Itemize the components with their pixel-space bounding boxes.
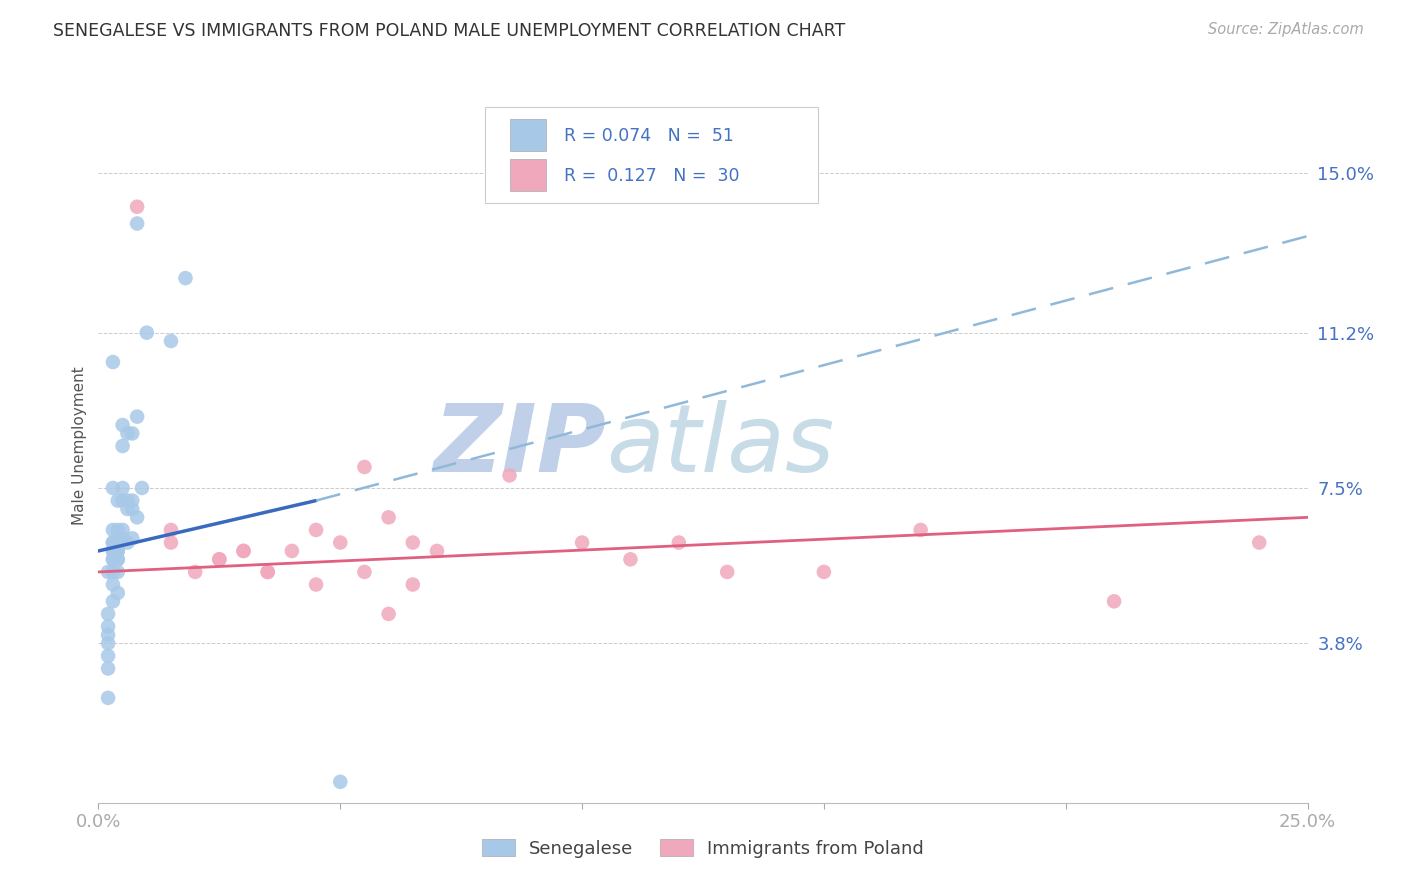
Point xyxy=(121,502,143,516)
Point xyxy=(117,502,139,516)
Point xyxy=(1102,594,1125,608)
Point xyxy=(305,523,328,537)
Point xyxy=(111,481,134,495)
Point xyxy=(127,409,149,424)
Point xyxy=(135,326,157,340)
Point xyxy=(121,493,143,508)
Point xyxy=(160,523,183,537)
Point xyxy=(101,355,124,369)
Point xyxy=(498,468,520,483)
Point xyxy=(1249,535,1271,549)
Point xyxy=(107,544,129,558)
Point xyxy=(111,439,134,453)
Point xyxy=(353,565,375,579)
Point xyxy=(121,426,143,441)
Point xyxy=(377,607,399,621)
Point xyxy=(377,510,399,524)
Y-axis label: Male Unemployment: Male Unemployment xyxy=(72,367,87,525)
Point xyxy=(111,523,134,537)
Point xyxy=(101,552,124,566)
Point xyxy=(668,535,690,549)
Point xyxy=(127,510,149,524)
Point xyxy=(101,544,124,558)
Point xyxy=(107,523,129,537)
Point xyxy=(426,544,449,558)
Text: Source: ZipAtlas.com: Source: ZipAtlas.com xyxy=(1208,22,1364,37)
Point xyxy=(127,217,149,231)
Point xyxy=(107,544,129,558)
Point xyxy=(208,552,231,566)
Text: atlas: atlas xyxy=(606,401,835,491)
Point xyxy=(329,535,352,549)
Point xyxy=(101,544,124,558)
Text: ZIP: ZIP xyxy=(433,400,606,492)
Point xyxy=(619,552,641,566)
Point xyxy=(232,544,254,558)
Point xyxy=(101,577,124,591)
Point xyxy=(184,565,207,579)
Point xyxy=(97,607,120,621)
Point xyxy=(107,552,129,566)
Point xyxy=(97,619,120,633)
Point xyxy=(107,552,129,566)
Point xyxy=(117,535,139,549)
FancyBboxPatch shape xyxy=(485,107,818,203)
Point xyxy=(101,535,124,549)
Text: R =  0.127   N =  30: R = 0.127 N = 30 xyxy=(564,167,740,185)
Point xyxy=(208,552,231,566)
Point xyxy=(97,565,120,579)
Point xyxy=(97,690,120,705)
Point xyxy=(97,636,120,650)
Point xyxy=(329,774,352,789)
Point xyxy=(101,481,124,495)
Point xyxy=(117,426,139,441)
Point xyxy=(281,544,304,558)
Point xyxy=(353,460,375,475)
Point xyxy=(107,586,129,600)
Point xyxy=(121,532,143,546)
Point xyxy=(160,334,183,348)
Point xyxy=(131,481,153,495)
Point xyxy=(111,532,134,546)
Point xyxy=(256,565,278,579)
Point xyxy=(571,535,593,549)
Point xyxy=(174,271,197,285)
Point xyxy=(232,544,254,558)
Point xyxy=(813,565,835,579)
Point xyxy=(160,535,183,549)
Point xyxy=(402,535,425,549)
Bar xyxy=(509,119,546,151)
Point xyxy=(97,648,120,663)
Point xyxy=(305,577,328,591)
Bar xyxy=(509,159,546,191)
Point xyxy=(127,200,149,214)
Point xyxy=(101,594,124,608)
Text: SENEGALESE VS IMMIGRANTS FROM POLAND MALE UNEMPLOYMENT CORRELATION CHART: SENEGALESE VS IMMIGRANTS FROM POLAND MAL… xyxy=(53,22,845,40)
Point xyxy=(117,493,139,508)
Point xyxy=(97,628,120,642)
Legend: Senegalese, Immigrants from Poland: Senegalese, Immigrants from Poland xyxy=(475,832,931,865)
Point xyxy=(256,565,278,579)
Point xyxy=(402,577,425,591)
Point xyxy=(910,523,932,537)
Text: R = 0.074   N =  51: R = 0.074 N = 51 xyxy=(564,127,734,145)
Point xyxy=(101,523,124,537)
Point xyxy=(111,417,134,432)
Point xyxy=(716,565,738,579)
Point xyxy=(107,535,129,549)
Point xyxy=(101,535,124,549)
Point xyxy=(97,661,120,675)
Point xyxy=(111,493,134,508)
Point xyxy=(107,565,129,579)
Point xyxy=(101,565,124,579)
Point xyxy=(107,493,129,508)
Point xyxy=(101,552,124,566)
